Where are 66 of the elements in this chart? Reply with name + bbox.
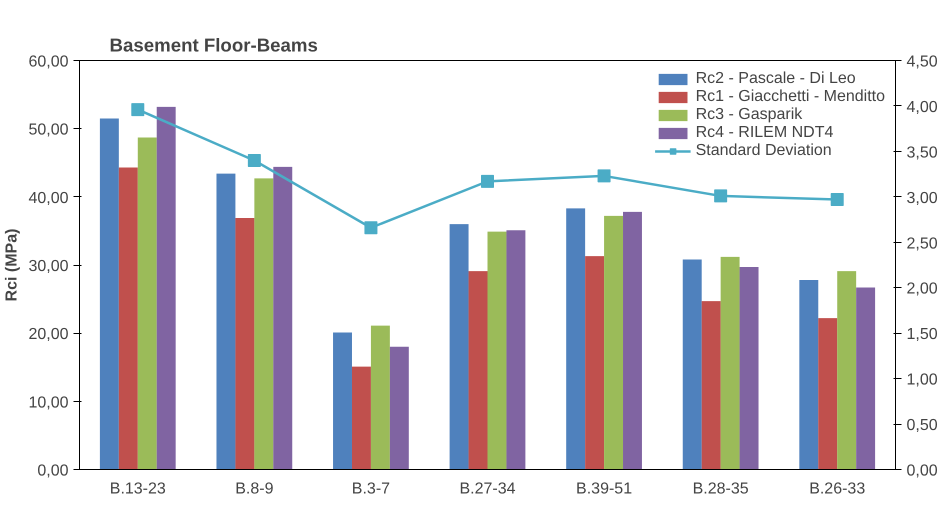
x-tick-label: B.3-7: [352, 480, 390, 498]
y-tick-label: 30,00: [28, 258, 69, 275]
bar: [799, 280, 818, 470]
bar: [585, 256, 604, 470]
bar: [450, 224, 469, 470]
legend-label: Rc1 - Giacchetti - Menditto: [696, 88, 885, 106]
x-tick-label: B.8-9: [235, 480, 274, 498]
point: [830, 193, 844, 206]
bar: [720, 256, 740, 470]
point: [364, 221, 378, 234]
bar: [702, 301, 721, 470]
bar: [156, 106, 176, 470]
x-tick-label: B.39-51: [576, 480, 632, 498]
y2-tick-label: 4,00: [906, 98, 938, 116]
bar: [566, 208, 586, 470]
bar: [506, 230, 526, 470]
bar: [254, 178, 274, 470]
bar: [235, 218, 254, 470]
x-tick-label: B.26-33: [809, 480, 866, 498]
x-tick-label: B.13-23: [110, 480, 166, 498]
x-tick-label: B.28-35: [692, 480, 749, 498]
y2-tick-label: 0,00: [906, 462, 938, 480]
bar: [818, 318, 838, 470]
bar: [273, 166, 292, 470]
y2-tick-label: 2,00: [906, 280, 938, 298]
y-tick-label: 50,00: [28, 122, 69, 139]
bar: [216, 174, 236, 470]
bar: [468, 271, 488, 470]
bar: [352, 366, 371, 470]
bar: [118, 168, 138, 470]
point: [248, 154, 261, 167]
chart-title: Basement Floor-Beams: [110, 34, 318, 56]
bar: [370, 326, 390, 470]
legend-label: Rc4 - RILEM NDT4: [696, 124, 834, 142]
y2-tick-label: 2,50: [906, 235, 938, 252]
legend-label: Standard Deviation: [696, 142, 832, 160]
bar: [100, 118, 119, 470]
point: [481, 174, 494, 188]
bar: [390, 346, 409, 470]
y2-tick-label: 1,50: [906, 326, 938, 344]
point: [598, 169, 611, 182]
y-axis-title: Rci (MPa): [3, 228, 20, 302]
y2-tick-label: 3,50: [906, 144, 938, 162]
legend-label: Rc2 - Pascale - Di Leo: [696, 70, 856, 88]
bar: [837, 271, 856, 470]
y-tick-label: 0,00: [37, 462, 69, 480]
bar: [856, 287, 876, 470]
point: [714, 189, 728, 202]
legend-label: Rc3 - Gasparik: [696, 106, 802, 124]
y2-tick-label: 0,50: [906, 417, 938, 434]
y-tick-label: 20,00: [28, 326, 69, 344]
y2-tick-label: 1,00: [906, 372, 938, 389]
x-tick-label: B.27-34: [459, 480, 516, 498]
bar: [488, 232, 506, 470]
y-tick-label: 40,00: [28, 190, 69, 207]
bar: [623, 212, 642, 470]
bar: [333, 332, 352, 470]
y-tick-label: 10,00: [28, 394, 69, 412]
y-tick-label: 60,00: [28, 54, 69, 70]
bar: [740, 267, 759, 470]
y2-tick-label: 4,50: [906, 54, 938, 70]
bar: [138, 138, 157, 470]
bar: [682, 260, 702, 470]
y2-tick-label: 3,00: [906, 190, 938, 207]
bar: [604, 216, 624, 470]
point: [131, 103, 144, 116]
